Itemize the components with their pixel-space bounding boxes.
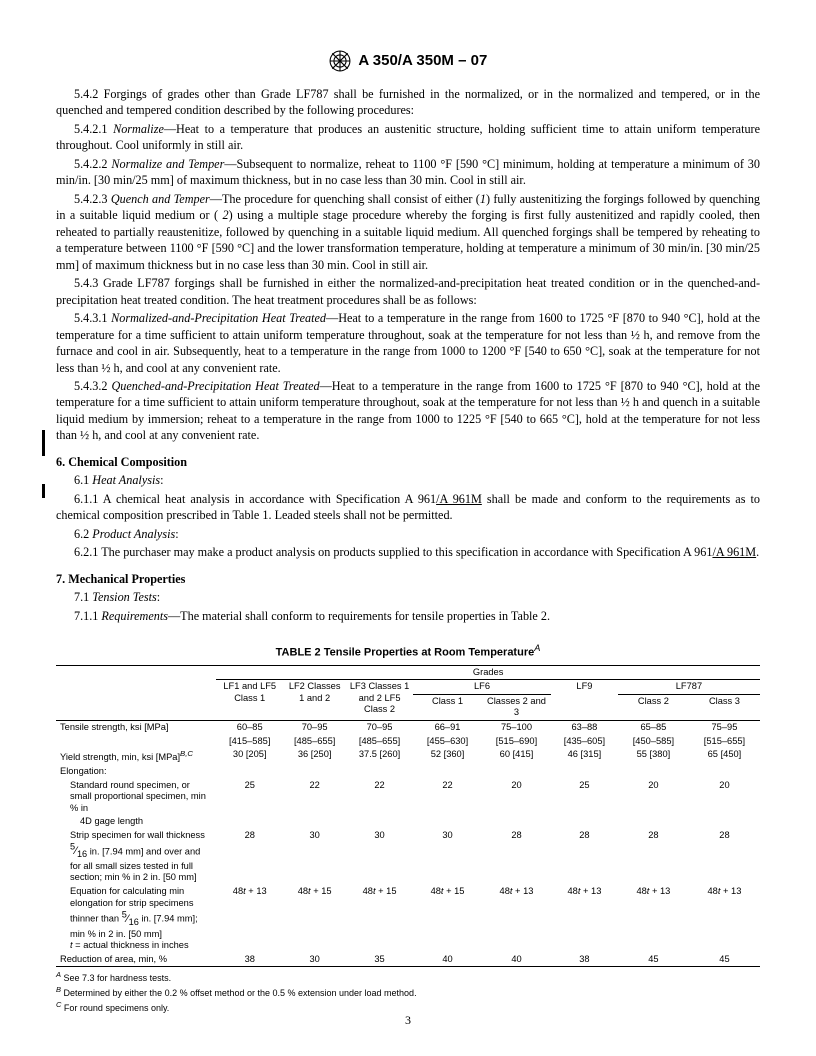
- row-elong-head: Elongation:: [56, 765, 216, 779]
- para-7.1: 7.1 Tension Tests:: [56, 589, 760, 605]
- col-lf6: LF6: [413, 680, 551, 695]
- para-5.4.3: 5.4.3 Grade LF787 forgings shall be furn…: [56, 275, 760, 308]
- row-tensile: Tensile strength, ksi [MPa] 60–8570–9570…: [56, 721, 760, 735]
- standard-designation: A 350/A 350M – 07: [358, 52, 487, 69]
- astm-logo-icon: [329, 50, 351, 72]
- change-bar: [42, 484, 45, 498]
- row-reduction: Reduction of area, min, % 38303540403845…: [56, 953, 760, 967]
- para-6.2.1: 6.2.1 The purchaser may make a product a…: [56, 544, 760, 560]
- col-lf3: LF3 Classes 1 and 2 LF5 Class 2: [346, 680, 413, 721]
- para-5.4.3.2: 5.4.3.2 Quenched-and-Precipitation Heat …: [56, 378, 760, 444]
- col-lf787-c3: Class 3: [689, 694, 760, 720]
- table2-footnotes: A See 7.3 for hardness tests. B Determin…: [56, 970, 760, 1014]
- para-5.4.2.3: 5.4.2.3 Quench and Temper—The procedure …: [56, 191, 760, 273]
- row-gage: 4D gage length: [56, 815, 216, 829]
- page-number: 3: [0, 1012, 816, 1028]
- para-5.4.2.2: 5.4.2.2 Normalize and Temper—Subsequent …: [56, 156, 760, 189]
- col-lf787-c2: Class 2: [618, 694, 689, 720]
- row-yield: Yield strength, min, ksi [MPa]B,C 30 [20…: [56, 748, 760, 765]
- para-6.1: 6.1 Heat Analysis:: [56, 472, 760, 488]
- col-lf787: LF787: [618, 680, 760, 695]
- para-7.1.1: 7.1.1 Requirements—The material shall co…: [56, 608, 760, 624]
- change-bar: [42, 430, 45, 456]
- grades-span: Grades: [216, 665, 760, 680]
- para-6.1.1: 6.1.1 A chemical heat analysis in accord…: [56, 491, 760, 524]
- page-header: A 350/A 350M – 07: [56, 50, 760, 72]
- para-5.4.2.1: 5.4.2.1 Normalize—Heat to a temperature …: [56, 121, 760, 154]
- row-elong-eqn: Equation for calculating min elongation …: [56, 885, 760, 953]
- row-elong-strip: Strip specimen for wall thickness 5⁄16 i…: [56, 829, 760, 885]
- col-lf6-c23: Classes 2 and 3: [482, 694, 551, 720]
- row-elong-std: Standard round specimen, or small propor…: [56, 779, 760, 816]
- col-lf9: LF9: [551, 680, 618, 721]
- table2: Grades LF1 and LF5 Class 1 LF2 Classes 1…: [56, 665, 760, 968]
- section-6-heading: 6. Chemical Composition: [56, 454, 760, 470]
- col-lf6-c1: Class 1: [413, 694, 482, 720]
- col-lf2: LF2 Classes 1 and 2: [283, 680, 346, 721]
- col-lf1: LF1 and LF5 Class 1: [216, 680, 283, 721]
- para-5.4.3.1: 5.4.3.1 Normalized-and-Precipitation Hea…: [56, 310, 760, 376]
- row-tensile-si: [415–585][485–655][485–655][455–630][515…: [56, 735, 760, 749]
- section-7-heading: 7. Mechanical Properties: [56, 571, 760, 587]
- para-6.2: 6.2 Product Analysis:: [56, 526, 760, 542]
- para-5.4.2: 5.4.2 Forgings of grades other than Grad…: [56, 86, 760, 119]
- table2-caption: TABLE 2 Tensile Properties at Room Tempe…: [56, 642, 760, 661]
